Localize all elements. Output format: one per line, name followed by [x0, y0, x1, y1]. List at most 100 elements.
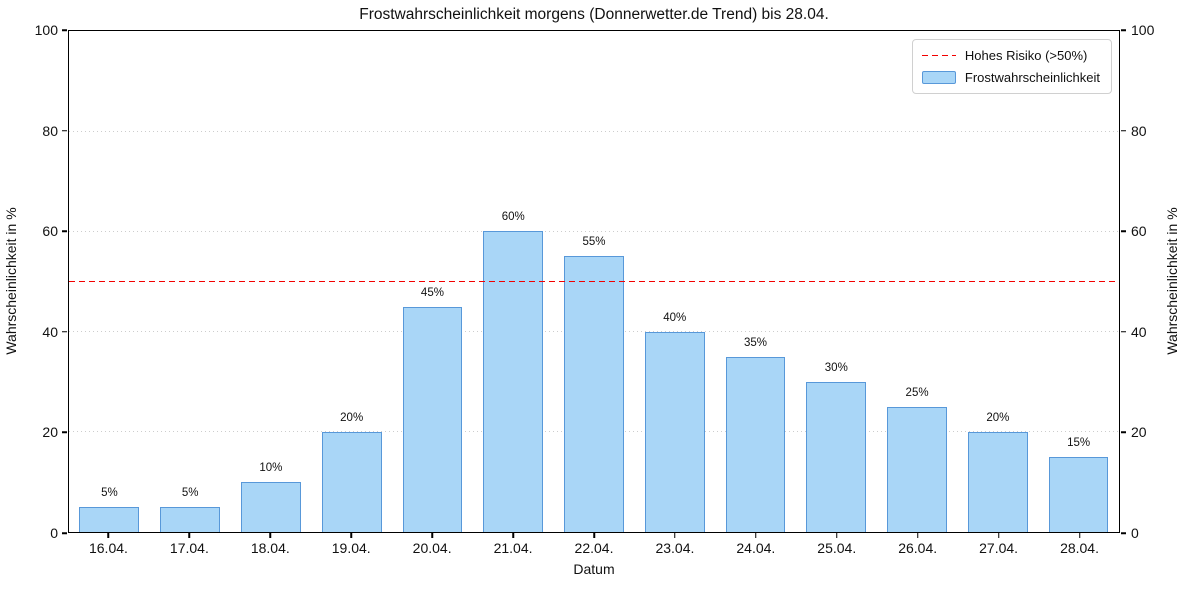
bar-value-label: 20% — [986, 411, 1010, 424]
bar-24.04. — [725, 356, 786, 532]
legend-label-bars: Frostwahrscheinlichkeit — [964, 70, 1100, 85]
bar-value-label: 20% — [340, 411, 364, 424]
bar-18.04. — [241, 481, 301, 532]
x-tick-mark — [431, 533, 433, 538]
bar-slot: 20% — [957, 31, 1038, 532]
x-tick-mark — [269, 533, 272, 538]
y-tick-mark — [1121, 431, 1126, 434]
bar-value-label: 30% — [824, 361, 848, 374]
x-tick-label: 27.04. — [979, 540, 1019, 556]
bar-slot: 20% — [311, 31, 392, 532]
y-tick-label: 80 — [42, 122, 58, 139]
y-tick-label: 80 — [1131, 122, 1147, 139]
bar-27.04. — [967, 431, 1028, 532]
x-tick-mark — [512, 533, 514, 538]
y-tick-mark — [1121, 532, 1126, 534]
x-tick-label: 17.04. — [169, 540, 209, 556]
x-tick-mark — [350, 533, 352, 538]
bar-19.04. — [321, 431, 382, 532]
y-tick-mark — [62, 331, 67, 333]
x-tick-label: 21.04. — [493, 540, 533, 556]
y-tick-mark — [62, 29, 67, 31]
y-tick-mark — [62, 129, 67, 132]
bar-23.04. — [644, 331, 705, 532]
legend: Hohes Risiko (>50%) Frostwahrscheinlichk… — [911, 39, 1112, 94]
bar-20.04. — [402, 306, 463, 532]
x-tick-label: 24.04. — [736, 540, 776, 556]
x-tick-mark — [188, 533, 191, 538]
bar-17.04. — [160, 506, 221, 532]
chart-title: Frostwahrscheinlichkeit morgens (Donnerw… — [359, 6, 829, 23]
y-tick-label: 100 — [34, 22, 58, 38]
bar-value-label: 10% — [259, 461, 283, 474]
y-tick-mark — [1121, 230, 1126, 232]
bar-value-label: 60% — [501, 211, 525, 224]
y-tick-mark — [1121, 129, 1126, 132]
bar-slot: 40% — [634, 31, 715, 532]
plot-area: 5% 5% 10% 20% 45% 60% 55% 40% 35% 30% 25% 20% 15% Ho… — [68, 30, 1120, 533]
x-tick-label: 16.04. — [88, 540, 128, 556]
bar-slot: 30% — [796, 31, 877, 532]
x-tick-label: 23.04. — [655, 540, 695, 556]
x-tick-mark — [997, 533, 1000, 538]
x-tick-label: 18.04. — [250, 540, 290, 556]
y-tick-label: 20 — [42, 424, 58, 441]
threshold-line — [69, 280, 1119, 283]
x-tick-label: 20.04. — [412, 540, 452, 556]
y-tick-mark — [62, 532, 67, 534]
gridline-y80 — [69, 130, 1119, 132]
y-tick-label: 0 — [50, 525, 58, 541]
bar-value-label: 40% — [663, 311, 687, 324]
bar-value-label: 5% — [101, 486, 118, 499]
bar-value-label: 55% — [582, 236, 606, 249]
dashed-line-swatch — [921, 54, 956, 57]
bar-slot: 5% — [69, 31, 150, 532]
x-tick-mark — [674, 533, 676, 538]
x-tick-label: 28.04. — [1060, 540, 1099, 556]
y-tick-mark — [62, 431, 67, 434]
legend-item-threshold: Hohes Risiko (>50%) — [921, 48, 1100, 63]
legend-label-threshold: Hohes Risiko (>50%) — [964, 48, 1088, 63]
y-tick-mark — [1121, 331, 1126, 333]
x-tick-mark — [1078, 533, 1081, 538]
bar-slot: 25% — [877, 31, 958, 532]
y-tick-label: 40 — [42, 323, 58, 340]
bar-slot: 10% — [231, 31, 312, 532]
bar-slot: 55% — [554, 31, 635, 532]
y-tick-label: 100 — [1131, 22, 1155, 38]
bar-25.04. — [806, 381, 867, 532]
y-tick-label: 60 — [1131, 223, 1147, 240]
bar-26.04. — [887, 406, 947, 532]
x-tick-mark — [755, 533, 757, 538]
x-tick-label: 22.04. — [574, 540, 614, 556]
y-tick-label: 40 — [1131, 323, 1147, 340]
bar-value-label: 5% — [181, 486, 199, 499]
gridline-y60 — [69, 230, 1119, 232]
bar-22.04. — [564, 256, 624, 532]
x-tick-mark — [836, 533, 838, 538]
y-tick-label: 60 — [42, 223, 58, 240]
y-tick-label: 20 — [1131, 424, 1147, 441]
y-tick-label: 0 — [1131, 525, 1139, 541]
bar-value-label: 35% — [744, 336, 768, 349]
x-tick-mark — [107, 533, 110, 538]
bar-slot: 5% — [150, 31, 231, 532]
x-tick-mark — [593, 533, 595, 538]
x-tick-label: 25.04. — [817, 540, 857, 556]
bar-value-label: 45% — [420, 286, 444, 299]
legend-item-bars: Frostwahrscheinlichkeit — [921, 70, 1100, 85]
bar-swatch — [921, 71, 956, 84]
bar-value-label: 15% — [1067, 436, 1091, 449]
x-tick-label: 26.04. — [898, 540, 938, 556]
bar-slot: 45% — [392, 31, 473, 532]
bar-21.04. — [483, 231, 544, 532]
x-axis-label: Datum — [573, 561, 615, 577]
x-tick-label: 19.04. — [331, 540, 371, 556]
bar-slot: 15% — [1038, 31, 1119, 532]
y-tick-mark — [62, 230, 67, 232]
bar-16.04. — [79, 506, 140, 532]
bar-slot: 35% — [715, 31, 796, 532]
bar-28.04. — [1048, 456, 1109, 532]
x-tick-mark — [916, 533, 919, 538]
